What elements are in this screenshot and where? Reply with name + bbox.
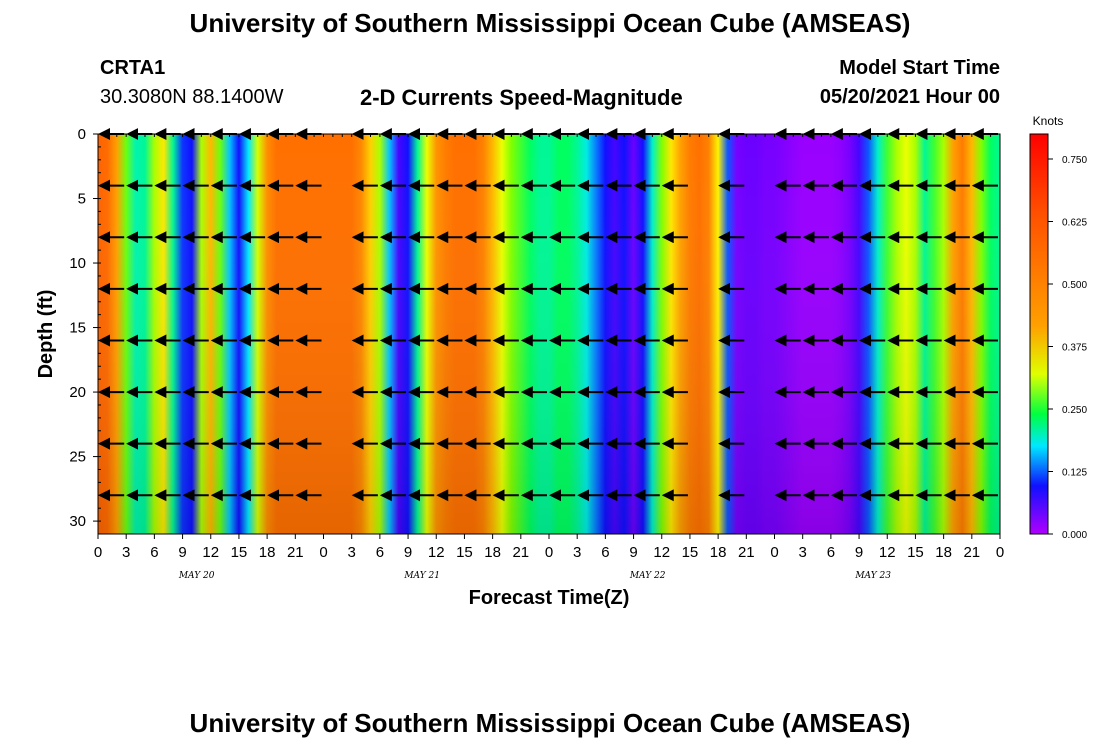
x-tick-label: 21 — [512, 544, 529, 561]
depth-shade — [98, 134, 1000, 534]
x-tick-label: 18 — [259, 544, 276, 561]
x-tick-label: 12 — [879, 544, 896, 561]
x-tick-label: 18 — [710, 544, 727, 561]
y-tick-label: 30 — [69, 513, 86, 530]
x-tick-label: 12 — [653, 544, 670, 561]
colorbar-tick-label: 0.750 — [1062, 155, 1087, 166]
y-tick-label: 10 — [69, 255, 86, 272]
x-tick-label: 21 — [963, 544, 980, 561]
x-tick-label: 3 — [348, 544, 356, 561]
x-tick-label: 0 — [319, 544, 327, 561]
colorbar: Knots 0.000 0.125 0.250 0.375 0.500 0.625 0.75… — [1029, 114, 1087, 541]
colorbar-ticks: 0.000 0.125 0.250 0.375 0.500 0.625 0.750 — [1048, 155, 1087, 541]
colorbar-label: Knots — [1033, 114, 1064, 128]
colorbar-tick-label: 0.625 — [1062, 218, 1087, 229]
station-id: CRTA1 — [100, 57, 166, 79]
y-tick-label: 0 — [78, 126, 86, 143]
y-tick-label: 20 — [69, 384, 86, 401]
colorbar-tick-label: 0.125 — [1062, 468, 1087, 479]
x-tick-label: 21 — [738, 544, 755, 561]
x-tick-label: 15 — [907, 544, 924, 561]
x-tick-label: 12 — [202, 544, 219, 561]
station-coords: 30.3080N 88.1400W — [100, 86, 284, 108]
x-tick-label: 9 — [629, 544, 637, 561]
x-tick-label: 0 — [94, 544, 102, 561]
x-tick-label: 9 — [855, 544, 863, 561]
x-tick-label: 0 — [545, 544, 553, 561]
colorbar-tick-label: 0.375 — [1062, 343, 1087, 354]
y-tick-label: 25 — [69, 449, 86, 466]
x-date-label: MAY 23 — [854, 571, 891, 581]
x-axis-ticks: 0 3 6 9 12 15 18 21 0 3 6 9 12 15 18 21 0 3 6 9 12 15 18 21 0 3 6 9… — [94, 134, 1004, 561]
x-tick-label: 6 — [376, 544, 384, 561]
footer-title: University of Southern Mississippi Ocean… — [189, 708, 911, 738]
x-tick-label: 12 — [428, 544, 445, 561]
x-axis-label: Forecast Time(Z) — [469, 587, 630, 609]
speed-heatmap-chart: 0 3 6 9 12 15 18 21 0 3 6 9 12 15 18 21 0 3 6 9 12 15 18 21 0 3 6 9… — [35, 114, 1087, 609]
x-tick-label: 6 — [601, 544, 609, 561]
y-tick-label: 5 — [78, 191, 86, 208]
x-tick-label: 6 — [827, 544, 835, 561]
colorbar-tick-label: 0.000 — [1062, 530, 1087, 541]
colorbar-gradient-bar — [1029, 133, 1049, 535]
x-tick-label: 3 — [799, 544, 807, 561]
x-date-label: MAY 20 — [178, 571, 215, 581]
plot-title: University of Southern Mississippi Ocean… — [189, 8, 911, 38]
colorbar-tick-label: 0.250 — [1062, 405, 1087, 416]
x-tick-label: 21 — [287, 544, 304, 561]
x-tick-label: 15 — [231, 544, 248, 561]
x-tick-label: 9 — [178, 544, 186, 561]
chart-subtitle: 2-D Currents Speed-Magnitude — [360, 85, 683, 110]
x-tick-label: 18 — [484, 544, 501, 561]
x-tick-label: 15 — [682, 544, 699, 561]
model-start-value: 05/20/2021 Hour 00 — [819, 86, 1000, 108]
x-tick-label: 9 — [404, 544, 412, 561]
x-tick-label: 3 — [122, 544, 130, 561]
x-tick-label: 15 — [456, 544, 473, 561]
y-axis-label: Depth (ft) — [35, 290, 57, 379]
x-tick-label: 18 — [935, 544, 952, 561]
x-tick-label: 3 — [573, 544, 581, 561]
x-tick-label: 0 — [770, 544, 778, 561]
model-start-label: Model Start Time — [839, 57, 1000, 79]
x-axis-date-labels: MAY 20 MAY 21 MAY 22 MAY 23 — [178, 571, 891, 581]
y-axis-ticks: 0 5 10 15 20 25 30 — [69, 126, 101, 535]
plot-area: 0 3 6 9 12 15 18 21 0 3 6 9 12 15 18 21 0 3 6 9 12 15 18 21 0 3 6 9… — [35, 126, 1004, 609]
x-date-label: MAY 22 — [629, 571, 666, 581]
x-tick-label: 6 — [150, 544, 158, 561]
x-date-label: MAY 21 — [403, 571, 440, 581]
x-tick-label: 0 — [996, 544, 1004, 561]
colorbar-tick-label: 0.500 — [1062, 280, 1087, 291]
y-tick-label: 15 — [69, 320, 86, 337]
